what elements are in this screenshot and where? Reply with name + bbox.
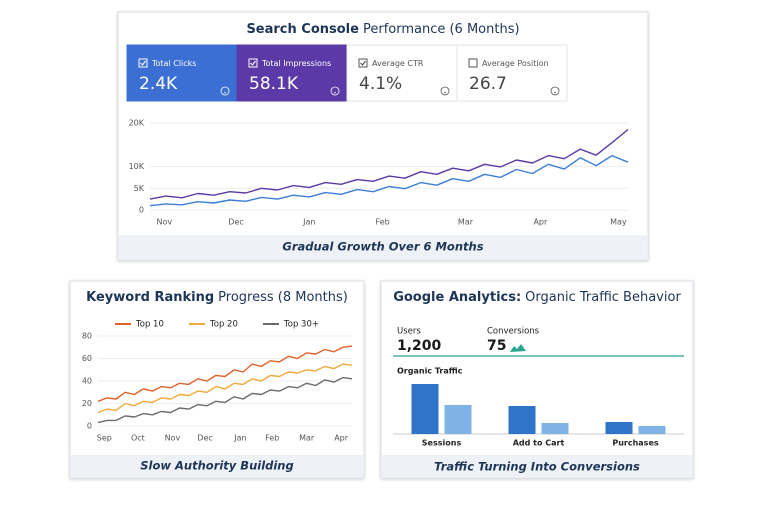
caption: Traffic Turning Into Conversions [434,460,640,474]
y-tick-label: 0 [87,422,92,431]
caption: Slow Authority Building [140,459,293,473]
title-lead: Google Analytics: [393,290,521,305]
metric-value: 75 [487,338,506,354]
x-tick-label: Sessions [422,439,462,448]
metric-tile [126,44,238,102]
metric-label: Total Impressions [261,59,331,68]
metric-label: Users [397,327,421,337]
y-tick-label: 10K [129,162,145,171]
x-tick-label: Mar [299,434,315,443]
card-keyword-ranking: Keyword Ranking Progress (8 Months) Slow … [69,280,365,479]
help-dot [444,91,446,94]
metric-value: 4.1% [359,74,402,94]
help-icon [330,86,340,96]
title-lead: Keyword Ranking [86,290,214,305]
checkbox [468,58,478,68]
bar [444,405,472,434]
help-icon [550,86,560,96]
y-tick-label: 40 [82,377,92,386]
legend-label: Top 20 [209,320,238,330]
title-rest: Performance (6 Months) [363,22,520,37]
y-tick-label: 0 [139,206,144,215]
help-dot [224,91,226,94]
series-line [97,376,353,424]
caption-band [71,455,363,477]
x-tick-label: Jan [302,218,315,227]
card [380,280,694,479]
x-tick-label: Dec [228,218,243,227]
card [69,280,365,479]
checkbox [248,58,258,68]
metric-value: 58.1K [249,74,299,94]
bar [638,426,666,434]
caption-band [119,235,647,259]
x-tick-label: Apr [334,434,349,443]
series-line [97,363,353,414]
bar [411,384,439,434]
caption-band [382,455,692,477]
x-tick-label: Sep [97,434,112,443]
card-title: Keyword Ranking Progress (8 Months) [86,290,348,305]
x-tick-label: Feb [265,434,279,443]
metric-label: Average CTR [372,59,424,68]
card-title: Google Analytics: Organic Traffic Behavio… [393,290,681,305]
checkbox [358,58,368,68]
x-tick-label: Dec [197,434,212,443]
check [250,60,256,66]
x-tick-label: Nov [157,218,173,227]
metric-value: 26.7 [469,74,507,94]
x-tick-label: Add to Cart [513,439,565,448]
metric-tile [346,44,458,102]
y-tick-label: 20K [129,119,145,128]
card-google-analytics: Google Analytics: Organic Traffic Behavio… [380,280,694,479]
x-tick-label: Mar [458,218,474,227]
card-search-console: Search Console Performance (6 Months) Gra… [117,11,649,261]
checkbox [138,58,148,68]
sparkline-icon [510,344,526,352]
x-tick-label: May [610,218,627,227]
x-tick-label: Oct [131,434,145,443]
y-tick-label: 5K [134,184,145,193]
series-line [149,128,629,200]
legend-label: Top 10 [135,320,164,330]
metric-tile [236,44,348,102]
help-dot [334,91,336,94]
metric-label: Conversions [487,327,540,337]
caption: Gradual Growth Over 6 Months [282,240,483,254]
metric-value: 2.4K [139,74,178,94]
bar [508,406,536,434]
title-rest: Organic Traffic Behavior [525,290,681,305]
x-tick-label: Feb [376,218,390,227]
metric-label: Average Position [482,59,549,68]
x-tick-label: Jan [233,434,246,443]
metric-label: Total Clicks [151,59,196,68]
x-tick-label: Nov [165,434,181,443]
series-line [97,345,353,402]
metric-tiles: Total Clicks 2.4K Total Impressions 58.1K Av… [126,44,568,102]
x-tick-label: Purchases [612,439,659,448]
title-lead: Search Console [246,22,359,37]
y-tick-label: 20 [82,399,92,408]
title-rest: Progress (8 Months) [218,290,348,305]
check [360,60,366,66]
y-tick-label: 60 [82,354,92,363]
metric-tile [456,44,568,102]
y-tick-label: 80 [82,332,92,341]
x-tick-label: Apr [533,218,548,227]
legend-label: Top 30+ [283,320,319,330]
bar [541,423,569,434]
help-icon [440,86,450,96]
help-icon [220,86,230,96]
card-title: Search Console Performance (6 Months) [246,22,519,37]
metric-value: 1,200 [397,338,442,354]
check [140,60,146,66]
subtitle: Organic Traffic [397,367,463,376]
bar [605,422,633,434]
series-line [149,154,629,207]
help-dot [554,91,556,94]
